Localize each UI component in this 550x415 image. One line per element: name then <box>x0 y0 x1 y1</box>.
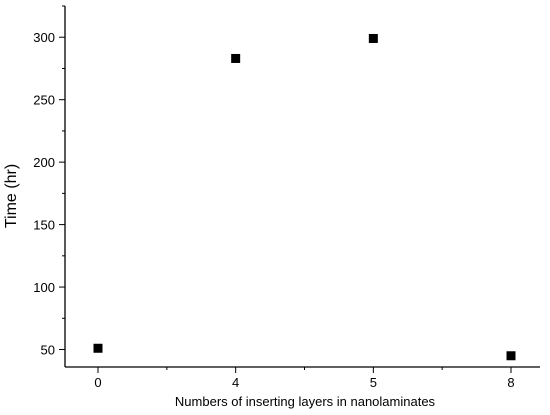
x-tick-label: 5 <box>370 375 377 390</box>
x-tick-label: 8 <box>507 375 514 390</box>
y-axis-ticks: 50 100 150 200 250 300 <box>33 5 65 358</box>
data-point <box>368 33 378 43</box>
y-tick-label: 300 <box>33 30 55 45</box>
data-point <box>506 351 516 361</box>
y-axis-label: Time (hr) <box>3 164 20 228</box>
data-point <box>231 53 241 63</box>
y-tick-label: 100 <box>33 280 55 295</box>
y-tick-label: 200 <box>33 155 55 170</box>
x-tick-label: 0 <box>94 375 101 390</box>
y-tick-label: 50 <box>41 343 55 358</box>
data-point <box>93 343 103 353</box>
x-tick-label: 4 <box>232 375 239 390</box>
y-tick-label: 150 <box>33 218 55 233</box>
data-points <box>93 33 516 361</box>
axes <box>64 6 540 368</box>
y-tick-label: 250 <box>33 93 55 108</box>
x-axis-label: Numbers of inserting layers in nanolamin… <box>175 394 436 409</box>
x-axis-ticks: 0 4 5 8 <box>94 367 515 390</box>
